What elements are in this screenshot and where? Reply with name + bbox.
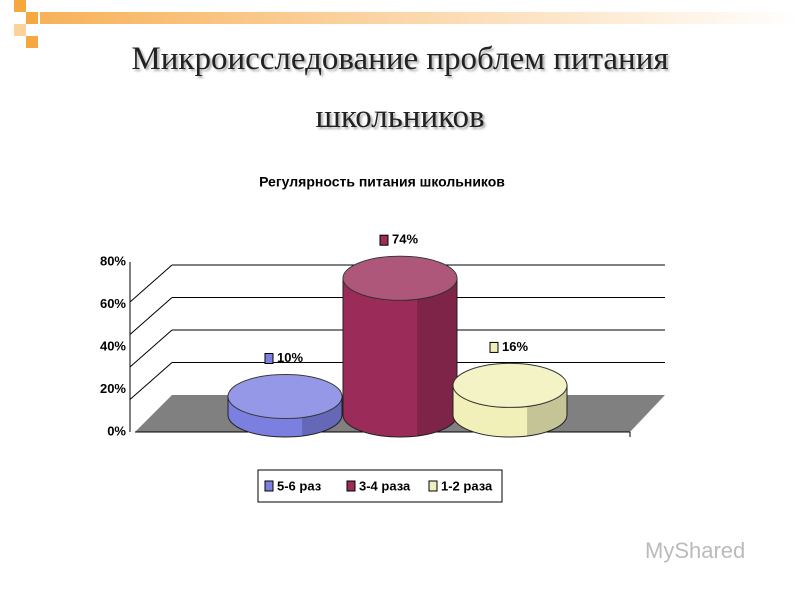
cylinder-top-shine: [343, 256, 457, 301]
y-tick-label: 40%: [100, 338, 126, 353]
decor: [0, 0, 800, 48]
grid-line: [129, 297, 173, 335]
value-label-key: [379, 234, 389, 246]
cylinder-top-shine: [228, 374, 342, 419]
value-label: 10%: [277, 350, 303, 365]
slide-title: Микроисследование проблем питания школьн…: [131, 41, 669, 135]
watermark: MyShared: [645, 538, 746, 563]
cylinder-top: [452, 362, 568, 408]
cylinder-shade: [417, 278, 457, 436]
legend-key: [264, 480, 274, 492]
cylinder-top: [227, 374, 343, 420]
cylinder-body: [342, 277, 458, 438]
legend: [257, 469, 503, 503]
y-tick-label: 20%: [100, 381, 126, 396]
value-label: 74%: [392, 232, 418, 247]
y-tick-label: 0%: [107, 423, 126, 438]
legend-key: [428, 480, 438, 492]
legend-label: 5-6 раз: [277, 478, 322, 493]
value-label-key: [264, 353, 274, 365]
cylinder-top: [342, 255, 458, 301]
legend-key: [346, 480, 356, 492]
grid-line: [129, 329, 173, 368]
value-label: 16%: [502, 339, 528, 354]
y-tick-label: 60%: [100, 296, 126, 311]
chart-title: Регулярность питания школьников: [259, 174, 505, 190]
grid-line: [129, 264, 173, 303]
legend-label: 1-2 раза: [441, 478, 493, 493]
legend-label: 3-4 раза: [359, 478, 411, 493]
y-tick-label: 80%: [100, 253, 126, 268]
value-label-key: [489, 341, 499, 353]
cylinder-top-shine: [453, 363, 567, 408]
grid-line: [129, 362, 173, 400]
